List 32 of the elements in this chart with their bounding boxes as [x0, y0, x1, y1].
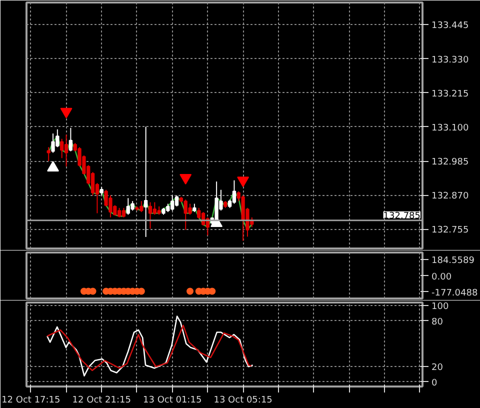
- y-tick-label: 0: [432, 378, 438, 388]
- candlestick: [46, 146, 50, 162]
- candlestick: [68, 127, 73, 152]
- candlestick: [148, 202, 152, 230]
- candlestick: [117, 207, 122, 218]
- x-tick-label: 12 Oct 17:15: [2, 396, 60, 406]
- y-tick-label: 132.755: [432, 226, 469, 236]
- x-tick-label: 12 Oct 21:15: [72, 396, 131, 406]
- candlestick: [188, 203, 192, 216]
- y-tick-label: 0.00: [432, 272, 452, 282]
- candlestick: [232, 180, 236, 204]
- y-tick-label: 80: [432, 317, 444, 328]
- y-tick-label: 133.100: [432, 123, 469, 134]
- candlestick: [60, 138, 64, 159]
- candlestick: [64, 134, 68, 167]
- y-tick-label: -177.0488: [432, 288, 478, 298]
- y-tick-label: 184.5589: [432, 256, 475, 266]
- x-tick-label: 13 Oct 05:15: [214, 396, 272, 406]
- y-tick-label: 132.870: [432, 192, 469, 202]
- candlestick: [174, 194, 179, 207]
- x-tick-label: 13 Oct 01:15: [143, 396, 202, 406]
- y-tick-label: 133.445: [432, 21, 469, 32]
- candlestick: [144, 126, 148, 238]
- y-tick-label: 132.985: [432, 158, 469, 168]
- ref-line-label: 132.785: [383, 211, 420, 222]
- candlestick: [130, 200, 134, 212]
- candlestick: [122, 207, 126, 218]
- line-series: [48, 136, 253, 230]
- y-tick-label: 133.330: [432, 55, 469, 66]
- y-tick-label: 133.215: [432, 89, 469, 100]
- y-tick-label: 20: [432, 363, 444, 374]
- y-tick-label: 100: [432, 302, 449, 312]
